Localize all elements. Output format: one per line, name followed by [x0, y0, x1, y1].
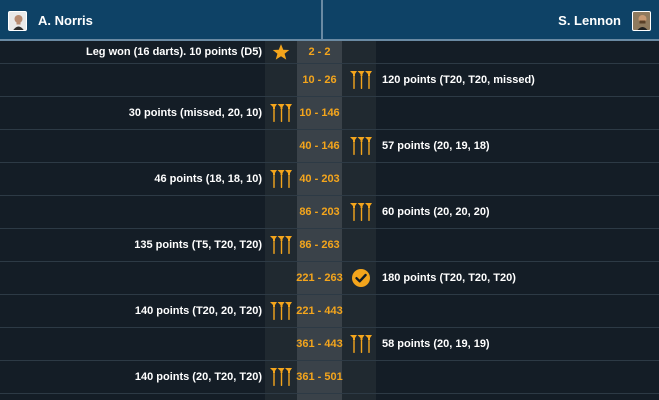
running-score: 86 - 203	[299, 206, 340, 218]
checkmark-circle-icon	[348, 267, 374, 289]
left-throw-text: 140 points (20, T20, T20)	[134, 371, 262, 383]
right-player[interactable]: S. Lennon	[558, 0, 651, 41]
running-score: 361 - 501	[296, 371, 343, 383]
right-player-name: S. Lennon	[558, 13, 621, 28]
right-throw-text: 58 points (20, 19, 19)	[382, 338, 490, 350]
darts-icon	[268, 300, 294, 322]
throw-row: 135 points (T5, T20, T20) 86 - 263	[0, 229, 659, 262]
throw-list: Leg won (16 darts). 10 points (D5) 2 - 2 1…	[0, 41, 659, 394]
darts-icon	[268, 234, 294, 256]
darts-icon	[348, 69, 374, 91]
left-throw-text: Leg won (16 darts). 10 points (D5)	[85, 46, 262, 58]
throw-row: Leg won (16 darts). 10 points (D5) 2 - 2	[0, 41, 659, 64]
right-throw-text: 60 points (20, 20, 20)	[382, 206, 490, 218]
right-throw-text: 57 points (20, 19, 18)	[382, 140, 490, 152]
throw-row: 120 points (T20, T20, missed) 10 - 26	[0, 64, 659, 97]
running-score: 221 - 443	[296, 305, 343, 317]
running-score: 221 - 263	[296, 272, 343, 284]
throw-row: 140 points (T20, 20, T20) 221 - 443	[0, 295, 659, 328]
score-column-band	[265, 41, 376, 400]
darts-icon	[348, 333, 374, 355]
avatar	[8, 10, 27, 31]
running-score: 10 - 26	[302, 74, 337, 86]
left-throw-text: 140 points (T20, 20, T20)	[134, 305, 262, 317]
header-divider	[321, 0, 323, 41]
score-column	[297, 41, 342, 400]
right-throw-text: 120 points (T20, T20, missed)	[382, 74, 535, 86]
darts-icon	[268, 366, 294, 388]
running-score: 2 - 2	[308, 46, 331, 58]
throw-row: 180 points (T20, T20, T20) 221 - 263	[0, 262, 659, 295]
running-score: 86 - 263	[299, 239, 340, 251]
running-score: 40 - 146	[299, 140, 340, 152]
left-player[interactable]: A. Norris	[8, 0, 93, 41]
right-throw-text: 180 points (T20, T20, T20)	[382, 272, 516, 284]
left-throw-text: 46 points (18, 18, 10)	[154, 173, 262, 185]
darts-icon	[268, 168, 294, 190]
darts-icon	[348, 135, 374, 157]
running-score: 40 - 203	[299, 173, 340, 185]
star-icon	[268, 41, 294, 63]
avatar	[632, 10, 651, 31]
throw-row: 140 points (20, T20, T20) 361 - 501	[0, 361, 659, 394]
running-score: 361 - 443	[296, 338, 343, 350]
match-header: A. Norris S. Lennon	[0, 0, 659, 41]
throw-row: 46 points (18, 18, 10) 40 - 203	[0, 163, 659, 196]
throw-row: 30 points (missed, 20, 10) 10 - 146	[0, 97, 659, 130]
throw-row: 58 points (20, 19, 19) 361 - 443	[0, 328, 659, 361]
left-throw-text: 135 points (T5, T20, T20)	[134, 239, 262, 251]
left-player-name: A. Norris	[38, 13, 93, 28]
left-throw-text: 30 points (missed, 20, 10)	[128, 107, 262, 119]
throw-row: 60 points (20, 20, 20) 86 - 203	[0, 196, 659, 229]
throw-row: 57 points (20, 19, 18) 40 - 146	[0, 130, 659, 163]
darts-icon	[348, 201, 374, 223]
darts-icon	[268, 102, 294, 124]
running-score: 10 - 146	[299, 107, 340, 119]
